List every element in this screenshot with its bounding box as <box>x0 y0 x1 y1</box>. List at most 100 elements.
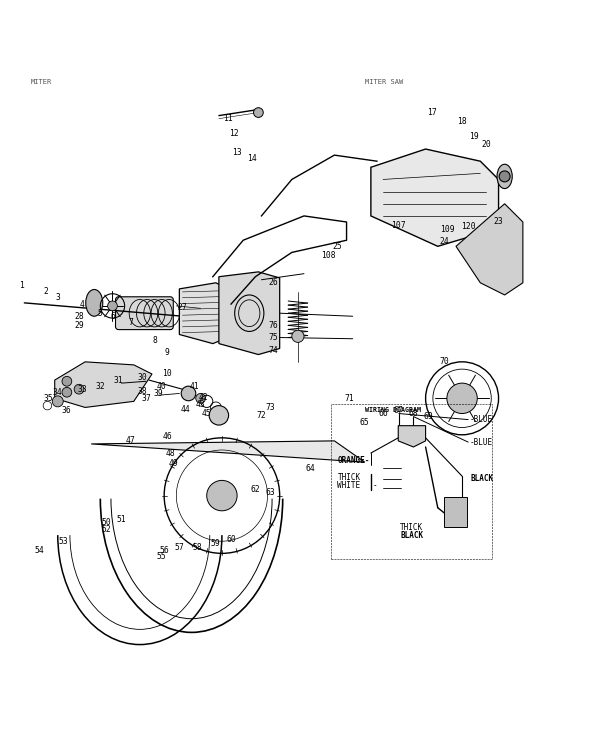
Text: 58: 58 <box>193 543 202 552</box>
Text: 53: 53 <box>59 537 69 546</box>
Text: 30: 30 <box>138 373 148 381</box>
Text: 41: 41 <box>190 381 199 390</box>
Circle shape <box>108 301 117 310</box>
Text: 44: 44 <box>181 405 190 414</box>
Text: 14: 14 <box>247 153 257 162</box>
Text: -BLUE: -BLUE <box>470 438 493 447</box>
Text: 42: 42 <box>199 393 209 402</box>
Circle shape <box>209 405 229 425</box>
Text: 55: 55 <box>156 552 166 561</box>
Text: 108: 108 <box>321 251 336 260</box>
Text: BLACK: BLACK <box>471 474 494 483</box>
Text: 43: 43 <box>196 400 206 409</box>
Text: 27: 27 <box>178 303 187 312</box>
Text: 60: 60 <box>226 535 236 544</box>
Text: 26: 26 <box>269 278 278 287</box>
Text: 52: 52 <box>102 524 111 533</box>
Text: 5: 5 <box>98 309 103 318</box>
Text: 59: 59 <box>211 539 221 548</box>
Text: 1: 1 <box>19 281 24 290</box>
Circle shape <box>62 376 72 386</box>
Text: 18: 18 <box>457 117 467 126</box>
Text: 66: 66 <box>378 409 388 418</box>
Circle shape <box>52 396 63 407</box>
Text: 67: 67 <box>393 406 403 415</box>
Text: 35: 35 <box>44 393 54 403</box>
Text: 49: 49 <box>168 459 178 468</box>
Text: 46: 46 <box>162 432 172 441</box>
Text: 109: 109 <box>440 225 454 234</box>
Text: 62: 62 <box>250 485 260 494</box>
Text: 29: 29 <box>74 321 84 330</box>
Circle shape <box>74 384 84 394</box>
PathPatch shape <box>371 149 499 246</box>
Text: 48: 48 <box>165 449 175 458</box>
Bar <box>444 497 467 527</box>
Text: 32: 32 <box>95 381 105 390</box>
Text: 25: 25 <box>333 242 342 251</box>
Text: 31: 31 <box>114 375 123 384</box>
Text: 73: 73 <box>266 403 275 412</box>
Text: WIRING DIAGRAM: WIRING DIAGRAM <box>365 408 421 414</box>
Text: 28: 28 <box>74 312 84 321</box>
Text: 65: 65 <box>360 418 370 427</box>
Text: 39: 39 <box>153 389 163 398</box>
PathPatch shape <box>398 426 426 447</box>
Text: MITER SAW: MITER SAW <box>365 79 403 85</box>
Text: 13: 13 <box>232 147 242 156</box>
Text: 7: 7 <box>128 318 133 327</box>
Text: 20: 20 <box>482 140 491 149</box>
Text: 9: 9 <box>165 349 170 358</box>
Text: 51: 51 <box>117 515 126 524</box>
Text: 23: 23 <box>494 218 503 227</box>
Text: 10: 10 <box>162 370 172 378</box>
Text: 19: 19 <box>469 132 479 141</box>
Text: 37: 37 <box>141 393 151 403</box>
Circle shape <box>254 108 263 117</box>
Text: 64: 64 <box>305 464 315 473</box>
Text: 56: 56 <box>159 546 169 555</box>
Text: 76: 76 <box>269 321 278 330</box>
Text: 54: 54 <box>35 546 44 555</box>
Text: 3: 3 <box>55 293 60 302</box>
Text: 38: 38 <box>138 387 148 396</box>
Text: WHITE: WHITE <box>337 482 361 491</box>
Text: 2: 2 <box>43 287 48 296</box>
Text: 45: 45 <box>202 409 212 418</box>
Text: THICK: THICK <box>337 473 361 482</box>
Text: 36: 36 <box>62 406 72 415</box>
PathPatch shape <box>179 283 228 343</box>
Text: 57: 57 <box>174 543 184 552</box>
Text: -: - <box>373 482 378 491</box>
Circle shape <box>196 393 206 403</box>
Text: 74: 74 <box>269 346 278 355</box>
Circle shape <box>181 386 196 401</box>
Text: MITER: MITER <box>30 79 52 85</box>
Text: -BLUE: -BLUE <box>470 415 493 424</box>
Text: 120: 120 <box>461 222 475 231</box>
Text: 12: 12 <box>229 129 239 138</box>
Text: 107: 107 <box>391 221 406 230</box>
Text: 6: 6 <box>110 312 115 321</box>
Ellipse shape <box>497 165 512 188</box>
Text: 33: 33 <box>77 384 87 393</box>
Text: 50: 50 <box>102 518 111 527</box>
PathPatch shape <box>91 441 365 462</box>
Circle shape <box>292 330 304 343</box>
PathPatch shape <box>55 362 152 408</box>
Text: 71: 71 <box>345 393 354 403</box>
PathPatch shape <box>456 203 523 295</box>
Text: 34: 34 <box>53 387 63 396</box>
Text: 69: 69 <box>424 412 434 421</box>
Circle shape <box>499 171 510 182</box>
Text: ORANGE-: ORANGE- <box>337 456 370 465</box>
Circle shape <box>62 387 72 397</box>
Text: 72: 72 <box>257 411 266 420</box>
Ellipse shape <box>86 289 103 316</box>
Text: 4: 4 <box>80 300 85 309</box>
PathPatch shape <box>219 272 280 355</box>
Circle shape <box>207 480 237 511</box>
Text: 75: 75 <box>269 333 278 342</box>
Text: 70: 70 <box>439 358 449 367</box>
Text: BLACK: BLACK <box>400 531 423 540</box>
